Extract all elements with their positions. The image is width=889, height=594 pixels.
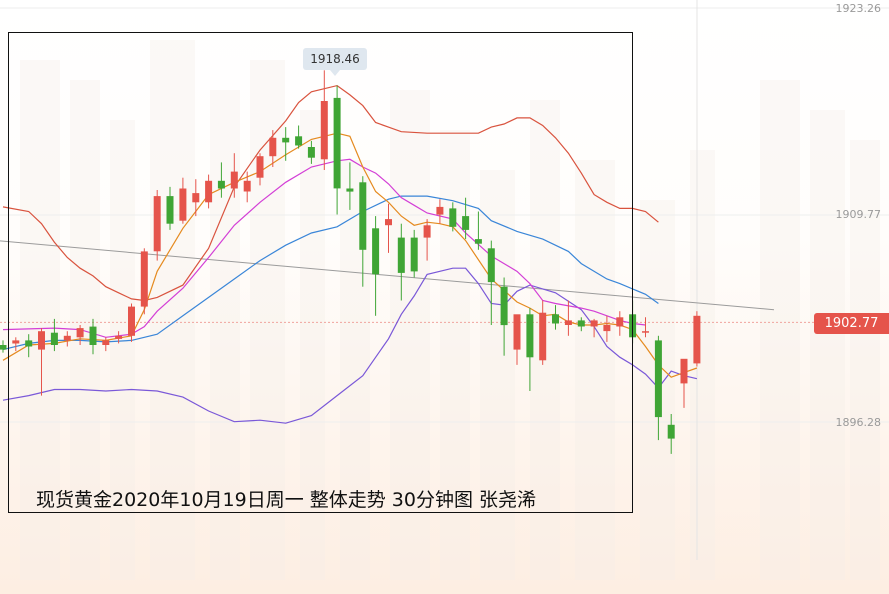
y-tick-label: 1923.26 xyxy=(835,2,882,15)
candle-body xyxy=(397,237,405,273)
candle-body xyxy=(282,137,290,143)
current-price-badge: 1902.77 xyxy=(814,313,889,334)
candle-body xyxy=(320,101,328,160)
candle-body xyxy=(50,332,58,345)
candle-body xyxy=(346,188,354,192)
background-decoration xyxy=(250,60,285,580)
candle-body xyxy=(128,306,135,336)
candle-body xyxy=(256,156,264,178)
trend-line xyxy=(0,240,775,311)
candle-body xyxy=(359,182,367,250)
background-decoration xyxy=(20,60,60,580)
candle-body xyxy=(166,196,174,224)
background-decoration xyxy=(440,130,470,580)
candle-body xyxy=(217,180,225,189)
candle-body xyxy=(513,314,521,350)
candle-body xyxy=(153,196,161,252)
candle-body xyxy=(564,320,572,325)
candle-body xyxy=(410,237,418,272)
background-decoration xyxy=(150,40,195,580)
candle-body xyxy=(590,320,598,327)
background-decoration xyxy=(575,160,615,580)
candle-body xyxy=(295,136,303,146)
chart-caption: 现货黄金2020年10月19日周一 整体走势 30分钟图 张尧浠 xyxy=(36,489,537,511)
candle-body xyxy=(140,251,148,307)
background-decoration xyxy=(300,110,325,580)
candle-body xyxy=(333,97,341,189)
candle-body xyxy=(552,314,559,324)
candle-body xyxy=(0,345,7,350)
annotation-frame xyxy=(8,32,633,513)
moving-average-line xyxy=(2,158,646,338)
candle-body xyxy=(423,225,431,238)
candle-body xyxy=(385,219,392,226)
candle-body xyxy=(577,320,585,327)
y-tick-label: 1909.77 xyxy=(835,208,882,221)
candle-body xyxy=(63,335,71,341)
candle-body xyxy=(243,180,251,192)
candle-body xyxy=(115,335,123,339)
peak-price-tag: 1918.46 xyxy=(303,48,367,76)
background-decoration xyxy=(110,120,135,580)
candle-body xyxy=(474,239,482,244)
background-decoration xyxy=(760,80,800,580)
candle-body xyxy=(539,312,547,361)
bollinger-upper-line xyxy=(2,84,659,302)
background-decoration xyxy=(480,170,515,580)
candle-body xyxy=(179,188,187,221)
candle-body xyxy=(436,206,444,215)
bollinger-lower-line xyxy=(2,267,698,424)
candle-body xyxy=(230,171,238,189)
candle-body xyxy=(76,328,84,338)
candle-body xyxy=(449,208,457,227)
candle-body xyxy=(205,180,213,203)
background-decoration xyxy=(850,140,880,580)
candle-body xyxy=(307,147,315,158)
candle-body xyxy=(38,331,45,350)
candle-body xyxy=(667,424,675,439)
candle-body xyxy=(500,286,508,326)
candle-body xyxy=(12,340,20,344)
candle-body xyxy=(526,314,534,358)
candle-body xyxy=(269,137,277,157)
candle-body xyxy=(616,317,624,327)
candle-body xyxy=(102,340,110,345)
fast-moving-average-line xyxy=(2,132,698,378)
candle-body xyxy=(654,340,662,418)
background-decoration xyxy=(390,90,430,580)
candle-body xyxy=(642,331,649,333)
candle-body xyxy=(487,248,495,283)
candle-body xyxy=(25,340,33,347)
background-decoration xyxy=(810,110,845,580)
candle-body xyxy=(693,315,701,364)
candle-body xyxy=(462,216,470,230)
candle-body xyxy=(192,193,200,203)
y-tick-label: 1896.28 xyxy=(835,416,882,429)
candle-body xyxy=(89,326,97,345)
candle-body xyxy=(603,325,611,332)
candle-body xyxy=(680,358,688,384)
candle-body xyxy=(372,228,380,275)
background-decoration xyxy=(690,150,715,580)
